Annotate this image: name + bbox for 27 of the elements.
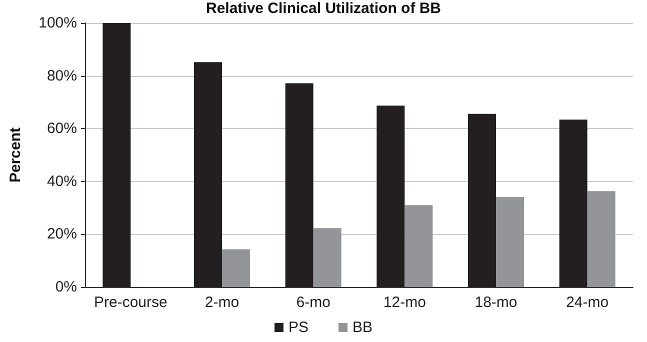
y-tick-label: 60% [46,120,77,138]
y-tick-label: 100% [38,14,77,32]
x-tick-label: Pre-course [94,294,168,311]
bar [587,191,616,287]
bar [194,62,222,287]
bar [496,196,524,287]
x-tick-label: 6-mo [296,294,330,311]
x-tick-label: 18-mo [474,294,518,311]
bar [313,228,342,287]
chart-title: Relative Clinical Utilization of BB [206,0,442,17]
bar [559,120,588,287]
y-tick-label: 20% [46,226,77,243]
bar [285,83,314,287]
legend-label: PS [288,319,309,336]
y-tick-label: 40% [46,172,77,190]
bar [404,205,433,287]
x-tick-label: 2-mo [204,294,240,311]
x-tick-label: 12-mo [383,294,426,311]
bar [222,249,250,287]
bar [468,114,496,287]
legend-label: BB [352,319,373,336]
y-axis-title: Percent [7,127,24,183]
x-tick-label: 24-mo [566,294,609,311]
y-tick-label: 80% [46,67,77,84]
y-tick-label: 0% [55,278,77,296]
bar [102,23,131,287]
bar [376,106,405,287]
